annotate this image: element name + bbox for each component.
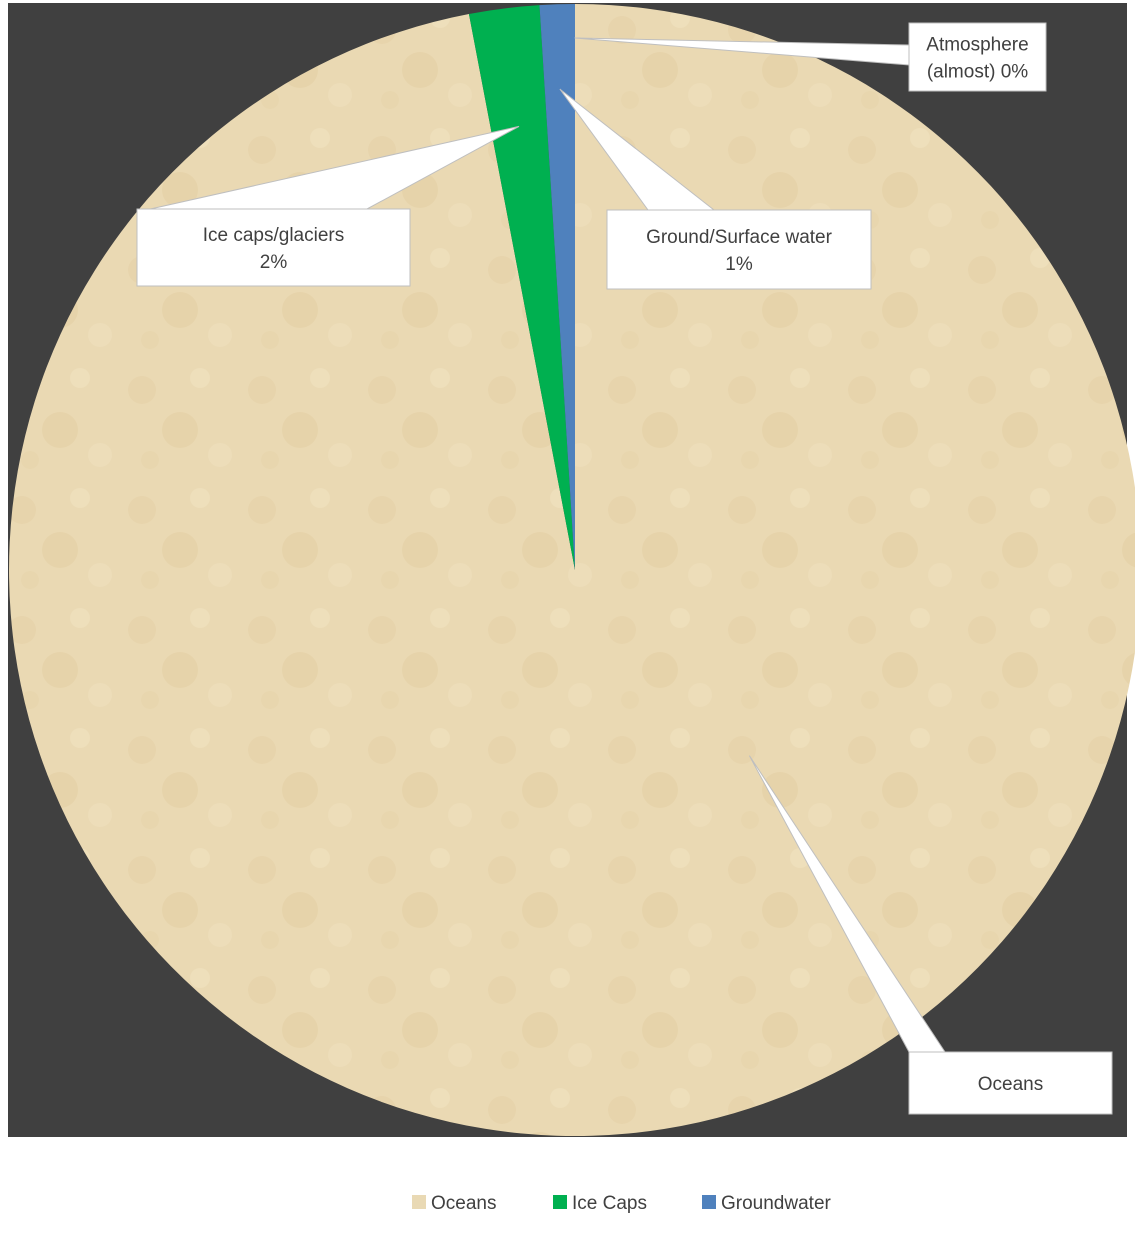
legend-label: Oceans [431,1193,496,1214]
callout-label: Atmosphere [926,35,1028,56]
legend-swatch [412,1195,426,1209]
pie-slice-ice-caps [468,5,575,571]
data-callouts: Oceans Ice caps/glaciers 2% Ground/Surface … [136,22,1113,1115]
pie-slice-groundwater [539,4,575,570]
legend-swatch [702,1195,716,1209]
legend-entry-groundwater: Groundwater [702,1193,832,1214]
legend-entry-ice-caps: Ice Caps [553,1193,647,1214]
legend-label: Ice Caps [572,1193,647,1214]
callout-label: 1% [725,254,753,275]
pie-slices [9,4,1135,1136]
callout-box [908,22,1047,92]
callout-atmosphere: Atmosphere (almost) 0% [574,22,1047,92]
callout-box [136,208,411,287]
legend-label: Groundwater [721,1193,832,1214]
callout-box [908,1051,1113,1115]
legend: Oceans Ice Caps Groundwater [412,1193,832,1214]
legend-entry-oceans: Oceans [412,1193,496,1214]
callout-oceans: Oceans [748,755,1113,1115]
callout-label: (almost) 0% [927,62,1028,83]
callout-label: Ice caps/glaciers [203,225,345,246]
callout-label: 2% [260,252,288,273]
callout-box [606,209,872,290]
callout-groundwater: Ground/Surface water 1% [559,88,872,290]
callout-label: Oceans [978,1074,1043,1095]
legend-swatch [553,1195,567,1209]
callout-ice-caps: Ice caps/glaciers 2% [136,125,520,287]
callout-label: Ground/Surface water [646,227,833,248]
